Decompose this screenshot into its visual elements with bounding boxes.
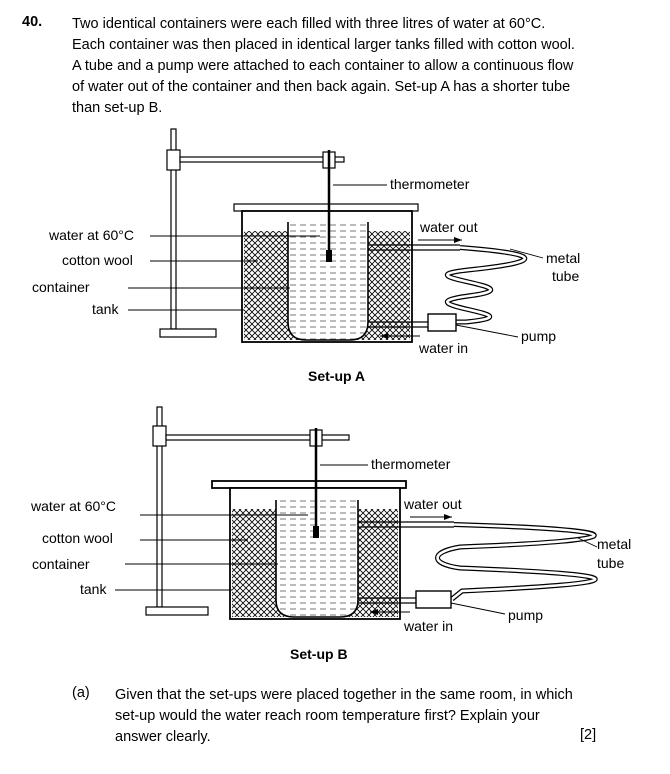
tank-label: tank: [80, 581, 107, 597]
retort-stand: [145, 406, 350, 616]
flow-arrow: [380, 333, 420, 339]
water-temperature-label: water at 60°C: [49, 227, 134, 243]
setup-a-caption: Set-up A: [308, 368, 366, 384]
metal-tube-label-metal: metal: [546, 250, 581, 266]
flow-arrow: [370, 609, 410, 615]
thermometer-label: thermometer: [390, 176, 470, 192]
metal-tube: [368, 244, 528, 328]
question-text: Two identical containers were each fille…: [72, 14, 632, 119]
thermometer: [313, 428, 319, 538]
water-in-label: water in: [404, 618, 454, 634]
question-line: Two identical containers were each fille…: [72, 16, 546, 32]
thermometer-label: thermometer: [371, 456, 451, 472]
thermometer: [326, 150, 332, 262]
question-line: of water out of the container and then b…: [72, 79, 571, 95]
cotton-wool-label: cotton wool: [62, 252, 133, 268]
part-a-line: set-up would the water reach room temper…: [115, 708, 540, 724]
metal-tube: [358, 521, 598, 604]
cotton-wool-label: cotton wool: [42, 530, 113, 546]
leader-lines: [128, 184, 544, 338]
setup-b-caption: Set-up B: [290, 646, 348, 662]
leader-lines: [115, 464, 598, 615]
container-label: container: [32, 279, 90, 295]
part-a-line: answer clearly.: [115, 729, 211, 745]
part-a-label: (a): [72, 685, 90, 701]
question-line: Each container was then placed in identi…: [72, 37, 575, 53]
water-in-label: water in: [419, 340, 469, 356]
water-temperature-label: water at 60°C: [31, 498, 116, 514]
cotton-wool: [232, 509, 276, 617]
water-out-label: water out: [420, 219, 478, 235]
flow-arrow: [410, 514, 452, 520]
pump-label: pump: [508, 607, 544, 623]
metal-tube-label-tube: tube: [597, 555, 625, 571]
cotton-wool: [244, 231, 288, 340]
pump-label: pump: [521, 328, 557, 344]
question-line: than set-up B.: [72, 100, 163, 116]
cotton-wool: [358, 509, 398, 617]
container-label: container: [32, 556, 90, 572]
container: [287, 222, 369, 341]
question-number: 40.: [22, 14, 43, 30]
tank-label: tank: [92, 301, 119, 317]
flow-arrow: [418, 237, 462, 243]
cotton-wool: [368, 231, 410, 340]
metal-tube-label-metal: metal: [597, 536, 632, 552]
setup-b-diagram: [115, 406, 598, 620]
metal-tube-label-tube: tube: [552, 268, 580, 284]
part-a-text: Given that the set-ups were placed toget…: [115, 685, 573, 748]
pump: [415, 590, 452, 609]
marks-allocation: [2]: [580, 727, 597, 743]
question-line: A tube and a pump were attached to each …: [72, 58, 574, 74]
part-a-line: Given that the set-ups were placed toget…: [115, 687, 573, 703]
water-out-label: water out: [404, 496, 462, 512]
setup-a-diagram: [128, 128, 544, 343]
container: [275, 500, 359, 618]
pump: [427, 313, 457, 332]
